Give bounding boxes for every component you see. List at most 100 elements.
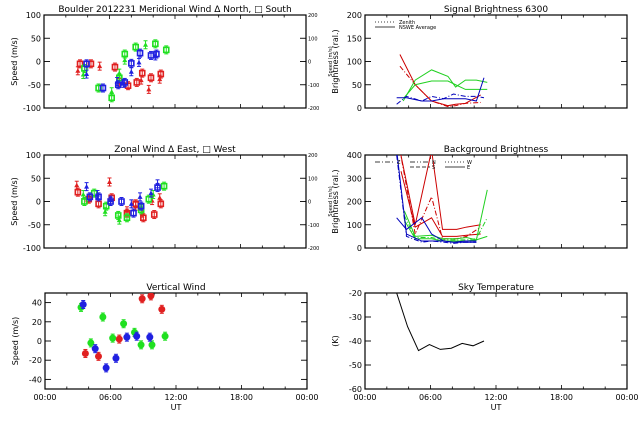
y-tick-label: -20 — [29, 356, 42, 365]
series-line — [402, 69, 488, 102]
data-point — [137, 341, 145, 349]
panel-meridional: Boulder 2012231 Meridional Wind Δ North,… — [10, 5, 334, 113]
plot-area — [74, 177, 168, 225]
y-tick-label: 100 — [347, 221, 362, 230]
y-axis-label: Brightness (ral.) — [331, 169, 340, 233]
data-point — [128, 69, 134, 74]
y-tick-label: 0 — [36, 198, 41, 207]
data-point — [150, 211, 158, 218]
y-tick-label: 0 — [357, 244, 362, 253]
panel-vertical: Vertical Wind 00:00 06:00 12:00 18:00 00:00 UT… — [11, 283, 319, 412]
data-point — [114, 212, 122, 219]
series-line — [403, 215, 488, 241]
y-axis-label: (K) — [331, 335, 340, 347]
right-y-tick-label: 100 — [308, 36, 318, 42]
data-point — [160, 182, 168, 190]
legend-label: NSWE Average — [399, 25, 436, 31]
x-tick-label: 06:00 — [99, 393, 122, 402]
panel-background: Background Brightness 0 100 200 300 400 Bright… — [331, 145, 628, 253]
y-tick-label: -30 — [349, 313, 362, 322]
plot-frame — [364, 154, 628, 249]
series-line — [400, 155, 481, 240]
right-y-tick-label: 0 — [308, 200, 311, 206]
data-point — [148, 190, 154, 196]
data-point — [75, 68, 81, 73]
chart-title: Background Brightness — [444, 145, 549, 155]
data-point — [94, 352, 102, 360]
data-point — [111, 63, 119, 71]
plot-area — [396, 155, 488, 244]
y-tick-label: 0 — [37, 337, 42, 346]
legend-label: Zenith — [399, 20, 415, 26]
data-point — [80, 192, 86, 197]
y-tick-label: 200 — [347, 11, 362, 20]
data-point — [102, 209, 108, 214]
data-point — [128, 60, 135, 67]
data-point — [114, 81, 122, 89]
series-line — [403, 219, 488, 242]
y-tick-label: 0 — [36, 58, 41, 67]
plot-frame — [43, 154, 307, 249]
data-point — [121, 50, 129, 58]
y-tick-label: -50 — [349, 361, 362, 370]
y-tick-label: 50 — [31, 174, 41, 183]
data-point — [95, 193, 102, 201]
x-tick-label: 18:00 — [550, 393, 573, 402]
chart-title: Boulder 2012231 Meridional Wind Δ North,… — [58, 5, 291, 15]
y-axis-label: Speed (m/s) — [10, 177, 19, 226]
data-point — [138, 295, 146, 303]
data-point — [102, 202, 110, 210]
plot-area — [75, 39, 170, 103]
data-point — [158, 305, 166, 313]
data-point — [138, 69, 146, 77]
y-tick-label: 100 — [347, 58, 362, 67]
y-tick-label: -20 — [349, 289, 362, 298]
data-point — [76, 60, 84, 68]
data-point — [81, 198, 88, 205]
plot-frame — [364, 292, 628, 390]
right-y-tick-label: 200 — [308, 153, 318, 159]
data-point — [84, 184, 90, 189]
right-y-tick-label: -200 — [308, 106, 319, 112]
series-line — [400, 155, 481, 230]
y-tick-label: 100 — [26, 151, 41, 160]
x-tick-label: 00:00 — [615, 393, 638, 402]
plot-area — [396, 54, 488, 108]
right-y-tick-label: 100 — [308, 176, 318, 182]
data-point — [97, 63, 103, 69]
right-y-tick-label: -100 — [308, 223, 319, 229]
data-point — [87, 339, 95, 347]
data-point — [74, 188, 82, 196]
data-point — [109, 89, 115, 94]
data-point — [140, 214, 147, 222]
data-point — [99, 84, 107, 92]
legend-label: Z — [397, 160, 401, 166]
y-tick-label: -60 — [349, 385, 362, 394]
panel-signal: Signal Brightness 6300 0 50 100 150 200 Bright… — [331, 5, 628, 113]
data-point — [74, 182, 80, 188]
data-point — [133, 332, 141, 340]
data-point — [91, 345, 99, 353]
data-point — [146, 86, 152, 92]
data-point — [102, 364, 110, 372]
data-point — [112, 354, 120, 362]
data-point — [107, 198, 114, 205]
chart-title: Signal Brightness 6300 — [444, 5, 548, 15]
y-tick-label: -50 — [28, 81, 41, 90]
data-point — [150, 192, 156, 197]
data-point — [145, 195, 153, 203]
y-tick-label: -100 — [23, 104, 41, 113]
series-line — [396, 155, 477, 243]
data-point — [157, 76, 163, 82]
data-point — [153, 50, 160, 58]
y-tick-label: -40 — [349, 337, 362, 346]
x-axis-label: UT — [491, 403, 502, 412]
y-tick-label: -40 — [29, 375, 42, 384]
x-tick-label: 12:00 — [484, 393, 507, 402]
panel-skytemp: Sky Temperature 00:00 06:00 12:00 18:00 00:00… — [331, 283, 639, 412]
y-tick-label: 100 — [26, 11, 41, 20]
data-point — [123, 214, 131, 222]
y-tick-label: 20 — [32, 318, 42, 327]
data-point — [109, 334, 117, 342]
